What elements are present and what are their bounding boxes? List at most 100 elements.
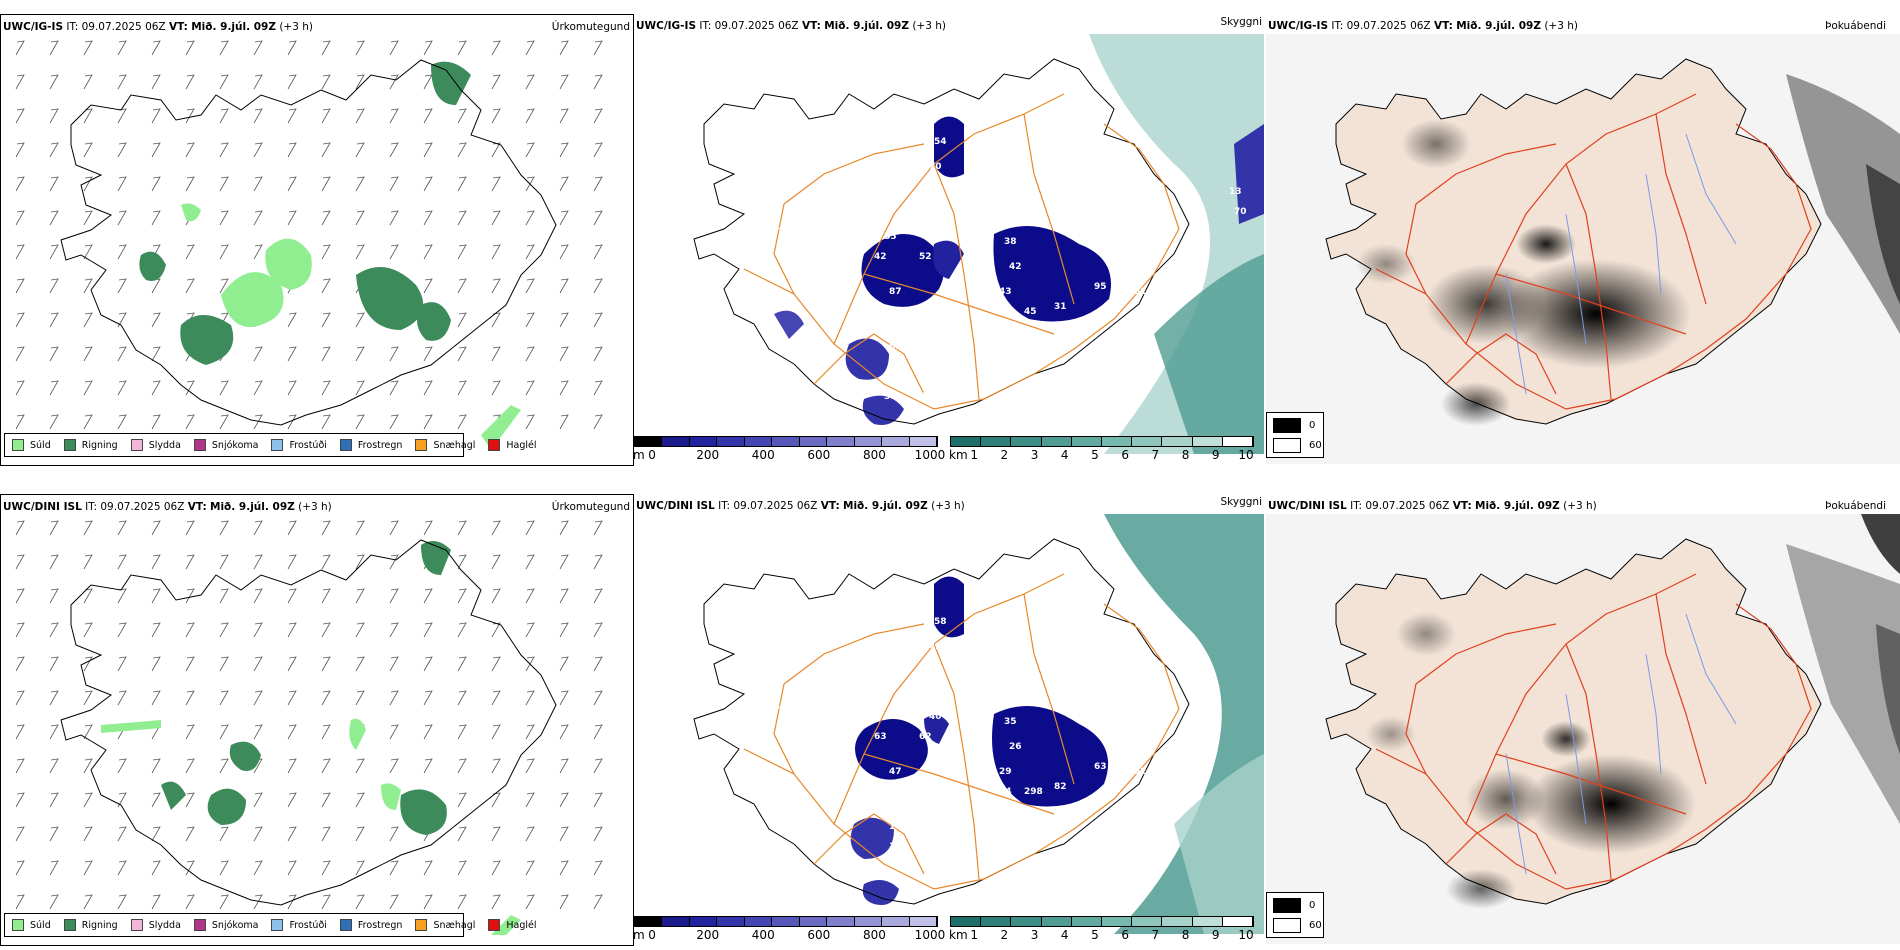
wind-barb (423, 758, 433, 774)
wind-barb (185, 894, 195, 910)
wind-barb (321, 792, 331, 808)
visibility-value-label: 47 (889, 767, 902, 777)
wind-barb (151, 380, 161, 396)
wind-barb (321, 74, 331, 90)
wind-barb (117, 108, 127, 124)
visibility-value-label: 54 (934, 137, 947, 147)
wind-barb (287, 380, 297, 396)
visibility-value-label: 85 (884, 232, 897, 242)
wind-barbs (15, 40, 603, 430)
wind-barb (49, 278, 59, 294)
wind-barb (219, 40, 229, 56)
wind-barb (491, 244, 501, 260)
iceland-outline (693, 58, 1190, 425)
fog-field (1366, 612, 1696, 909)
wind-barb (117, 656, 127, 672)
row-1: UWC/IG-IS IT: 09.07.2025 06Z VT: Mið. 9.… (0, 0, 1900, 470)
wind-barb (593, 588, 603, 604)
wind-barb (253, 414, 263, 430)
precip-map-1 (15, 40, 603, 450)
scale-tick-label: 2 (1000, 928, 1009, 942)
wind-barb (185, 142, 195, 158)
wind-barb (559, 520, 569, 536)
visibility-value-label: 82 (1054, 782, 1067, 792)
wind-barb (423, 894, 433, 910)
wind-barb (287, 690, 297, 706)
visibility-value-label: 73 (839, 752, 852, 762)
visibility-value-label: 70 (929, 162, 942, 172)
scale-tick-label: 9 (1211, 928, 1220, 942)
wind-barb (321, 176, 331, 192)
scale-color-step (689, 437, 718, 446)
ceiling-area (774, 116, 1111, 425)
wind-barb (49, 244, 59, 260)
visibility-value-label: 42 (874, 252, 887, 262)
fog-legend-label: 0 (1309, 900, 1316, 911)
legend-label: Haglél (506, 439, 537, 451)
wind-barb (525, 622, 535, 638)
wind-barb (559, 278, 569, 294)
scale-color-step (635, 917, 663, 926)
wind-barb (253, 520, 263, 536)
wind-barb (287, 826, 297, 842)
wind-barb (15, 312, 25, 328)
visibility-value-label: 69 (954, 662, 967, 672)
wind-barb (525, 40, 535, 56)
visibility-value-label: 48 (889, 362, 902, 372)
wind-barb (559, 176, 569, 192)
wind-barb (355, 414, 365, 430)
legend-item: Frostúði (271, 439, 327, 451)
legend-swatch (488, 439, 501, 451)
scale-unit: m (634, 448, 645, 462)
wind-barb (423, 414, 433, 430)
wind-barb (593, 312, 603, 328)
scale-color-step (1011, 437, 1042, 446)
wind-barb (15, 278, 25, 294)
visibility-value-label: 48 (1074, 812, 1087, 822)
legend-label: Súld (30, 439, 51, 451)
wind-barb (457, 554, 467, 570)
wind-barb (83, 244, 93, 260)
wind-barb (151, 894, 161, 910)
visibility-value-label: 40 (774, 702, 787, 712)
visibility-value-label: 38 (914, 392, 927, 402)
wind-barb (287, 792, 297, 808)
wind-barb (457, 656, 467, 672)
scale-tick-label: 10 (1238, 448, 1254, 462)
legend-swatch (271, 439, 284, 451)
wind-barb (219, 860, 229, 876)
legend-swatch (63, 919, 76, 931)
wind-barb (83, 210, 93, 226)
wind-barb (253, 554, 263, 570)
legend-swatch (12, 919, 24, 931)
wind-barb (457, 244, 467, 260)
wind-barb (559, 894, 569, 910)
wind-barb (253, 826, 263, 842)
wind-barb (423, 346, 433, 362)
wind-barb (321, 520, 331, 536)
wind-barb (219, 210, 229, 226)
legend-label: Frostregn (357, 439, 403, 451)
wind-barb (491, 210, 501, 226)
wind-barb (525, 108, 535, 124)
wind-barb (457, 380, 467, 396)
wind-barb (525, 724, 535, 740)
visibility-map-1: 54 70 80 12 42 85 59 52 45 58 87 38 42 43 47 45 31 95 81 27… (693, 34, 1264, 454)
scale-tick-label: 1000 (914, 928, 946, 942)
scale-color-step (717, 437, 745, 446)
wind-barb (457, 40, 467, 56)
panel-header: UWC/DINI ISL IT: 09.07.2025 06Z VT: Mið.… (636, 500, 965, 512)
wind-barb (525, 792, 535, 808)
wind-barb (593, 690, 603, 706)
wind-barb (457, 312, 467, 328)
wind-barb (117, 312, 127, 328)
wind-barb (117, 414, 127, 430)
wind-barb (491, 108, 501, 124)
wind-barb (83, 414, 93, 430)
visibility-value-label: 47 (999, 307, 1012, 317)
legend-label: Frostúði (289, 439, 327, 451)
wind-barb (457, 622, 467, 638)
wind-barb (559, 588, 569, 604)
fog-legend: 0 60 (1266, 412, 1324, 458)
wind-barb (491, 554, 501, 570)
